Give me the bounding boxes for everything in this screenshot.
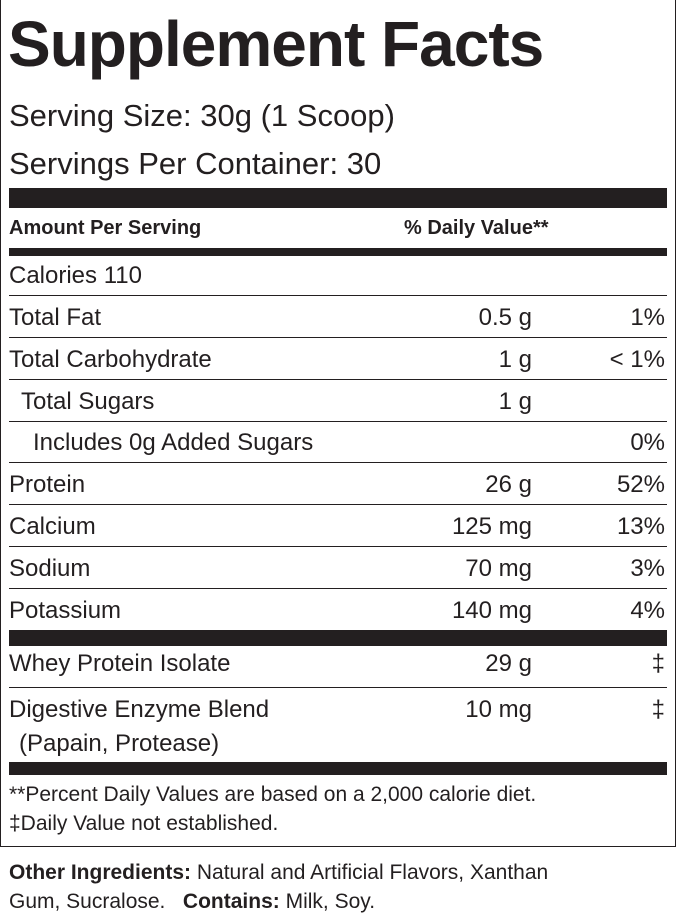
- nutrient-name: Total Carbohydrate: [9, 345, 212, 373]
- nutrient-amount: 70 mg: [465, 554, 532, 582]
- divider: [9, 420, 667, 422]
- nutrient-amount: 0.5 g: [478, 304, 532, 331]
- nutrient-row: Total Fat 0.5 g 1%: [9, 306, 665, 330]
- other-ingredients-text: Natural and Artificial Flavors, Xanthan: [191, 861, 549, 884]
- nutrient-dv: 1%: [630, 304, 665, 331]
- footnote-dv: **Percent Daily Values are based on a 2,…: [9, 783, 537, 806]
- nutrient-dv: 13%: [616, 513, 665, 540]
- thick-divider: [9, 188, 667, 208]
- divider: [9, 295, 667, 296]
- divider: [9, 587, 667, 589]
- nutrient-row: Sodium 70 mg 3%: [9, 554, 665, 582]
- dv-header: % Daily Value**: [404, 217, 549, 239]
- serving-size: Serving Size: 30g (1 Scoop): [9, 98, 395, 133]
- nutrient-row: Calcium 125 mg 13%: [9, 515, 665, 539]
- divider: [9, 462, 667, 464]
- nutrient-row: Total Carbohydrate 1 g < 1%: [9, 345, 665, 373]
- blend-subtext: (Papain, Protease): [19, 730, 220, 757]
- nutrient-dv: 52%: [616, 471, 665, 499]
- other-ingredients-label: Other Ingredients:: [9, 861, 192, 884]
- nutrient-dv: 0%: [630, 429, 665, 457]
- blend-row: Digestive Enzyme Blend 10 mg ‡: [9, 698, 665, 722]
- divider: [9, 546, 667, 547]
- nutrient-row: Potassium 140 mg 4%: [9, 596, 665, 624]
- other-ingredients-text: Gum, Sucralose.: [9, 890, 166, 913]
- calories-row: Calories 110: [9, 264, 665, 288]
- divider: [9, 378, 667, 380]
- blend-dv: ‡: [651, 650, 665, 677]
- calories: Calories 110: [9, 262, 142, 289]
- blend-dv: ‡: [651, 696, 665, 723]
- other-ingredients-cont: Gum, Sucralose. Contains: Milk, Soy.: [9, 891, 375, 912]
- blend-name: Whey Protein Isolate: [9, 650, 231, 677]
- blend-name: Digestive Enzyme Blend: [9, 696, 270, 723]
- divider: [9, 337, 667, 338]
- label-title: Supplement Facts: [8, 8, 544, 80]
- nutrient-dv: 3%: [630, 554, 665, 582]
- blend-amount: 10 mg: [465, 696, 532, 723]
- nutrient-name: Total Fat: [9, 304, 102, 331]
- nutrient-amount: 1 g: [498, 345, 532, 373]
- blend-sub-row: (Papain, Protease): [9, 732, 665, 756]
- other-ingredients: Other Ingredients: Natural and Artificia…: [9, 862, 548, 883]
- nutrient-name: Sodium: [9, 554, 91, 582]
- nutrient-name: Potassium: [9, 596, 122, 624]
- nutrient-dv: 4%: [630, 596, 665, 624]
- nutrient-dv: < 1%: [609, 345, 665, 373]
- divider: [9, 687, 667, 688]
- nutrient-row: Protein 26 g 52%: [9, 473, 665, 497]
- medium-divider: [9, 248, 667, 256]
- nutrient-name: Includes 0g Added Sugars: [33, 429, 314, 457]
- nutrient-amount: 26 g: [485, 471, 532, 499]
- nutrient-row: Total Sugars 1 g: [9, 387, 665, 415]
- nutrient-name: Total Sugars: [21, 387, 155, 415]
- divider: [9, 504, 667, 506]
- contains-label: Contains:: [182, 890, 280, 913]
- nutrient-amount: 1 g: [498, 387, 532, 415]
- thick-divider: [9, 630, 667, 646]
- nutrient-name: Protein: [9, 471, 86, 499]
- nutrient-row: Includes 0g Added Sugars 0%: [9, 431, 665, 455]
- nutrient-amount: 140 mg: [451, 596, 532, 624]
- blend-row: Whey Protein Isolate 29 g ‡: [9, 652, 665, 676]
- amount-header: Amount Per Serving: [9, 217, 202, 239]
- blend-amount: 29 g: [485, 650, 532, 677]
- nutrient-amount: 125 mg: [451, 513, 532, 540]
- footnote-not-established: ‡Daily Value not established.: [9, 812, 279, 835]
- nutrient-name: Calcium: [9, 513, 96, 540]
- contains-text: Milk, Soy.: [279, 890, 376, 913]
- thick-divider: [9, 762, 667, 775]
- servings-per-container: Servings Per Container: 30: [9, 146, 382, 181]
